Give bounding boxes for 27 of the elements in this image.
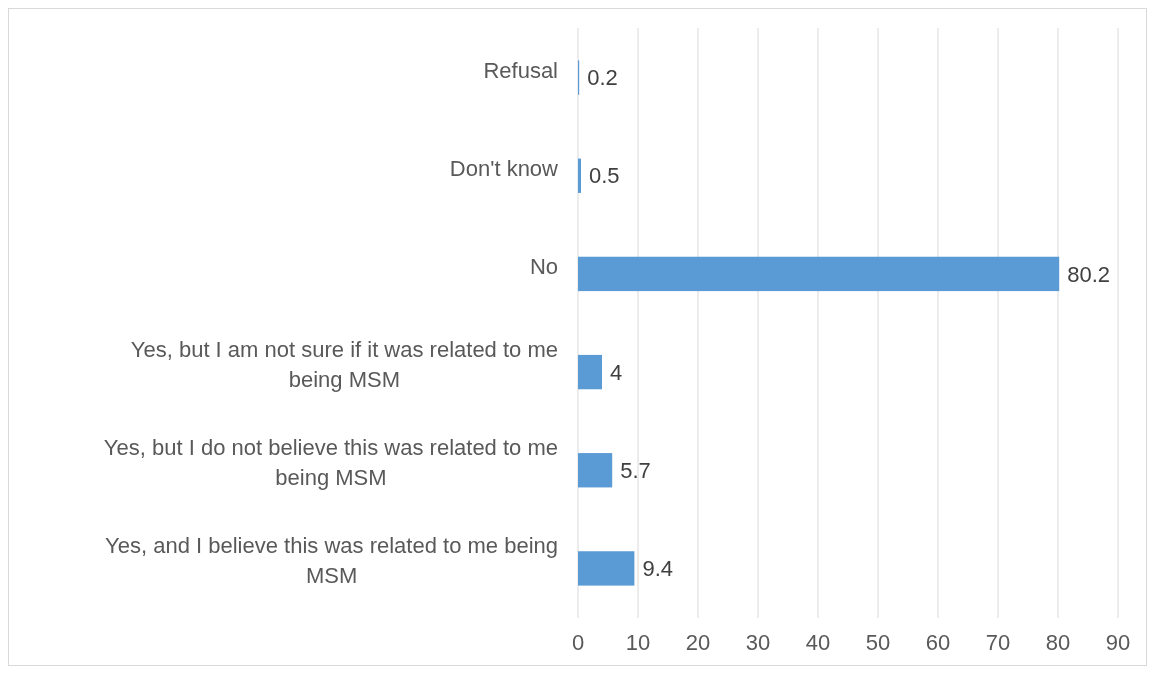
data-label: 80.2 (1067, 261, 1111, 287)
data-label: 5.7 (620, 457, 651, 483)
data-label: 9.4 (642, 556, 673, 582)
x-tick-label: 0 (571, 630, 585, 655)
data-label: 4 (610, 359, 623, 385)
y-tick-label: Refusal (483, 57, 558, 83)
x-tick-label: 70 (985, 630, 1011, 655)
y-tick-label: Yes, and I believe this was related to me being MSM (105, 533, 558, 589)
data-label: 0.2 (587, 65, 618, 91)
bar (578, 158, 581, 193)
y-tick-label: Don't know (449, 155, 559, 181)
y-tick-label: Yes, but I do not believe this was related to me being MSM (103, 435, 559, 491)
x-tick-label: 40 (805, 630, 831, 655)
x-tick-label: 90 (1105, 630, 1131, 655)
bar (578, 354, 602, 390)
data-label: 0.5 (589, 163, 620, 189)
y-tick-label: No (529, 253, 558, 279)
x-tick-label: 60 (925, 630, 951, 655)
x-tick-label: 10 (625, 630, 651, 655)
x-tick-label: 30 (745, 630, 771, 655)
x-tick-label: 50 (865, 630, 891, 655)
y-tick-label: Yes, but I am not sure if it was related to me being MSM (130, 337, 559, 393)
bar (578, 551, 635, 586)
x-tick-label: 20 (685, 630, 711, 655)
bar (578, 453, 613, 488)
x-tick-label: 80 (1045, 630, 1071, 655)
bar (578, 256, 1060, 292)
